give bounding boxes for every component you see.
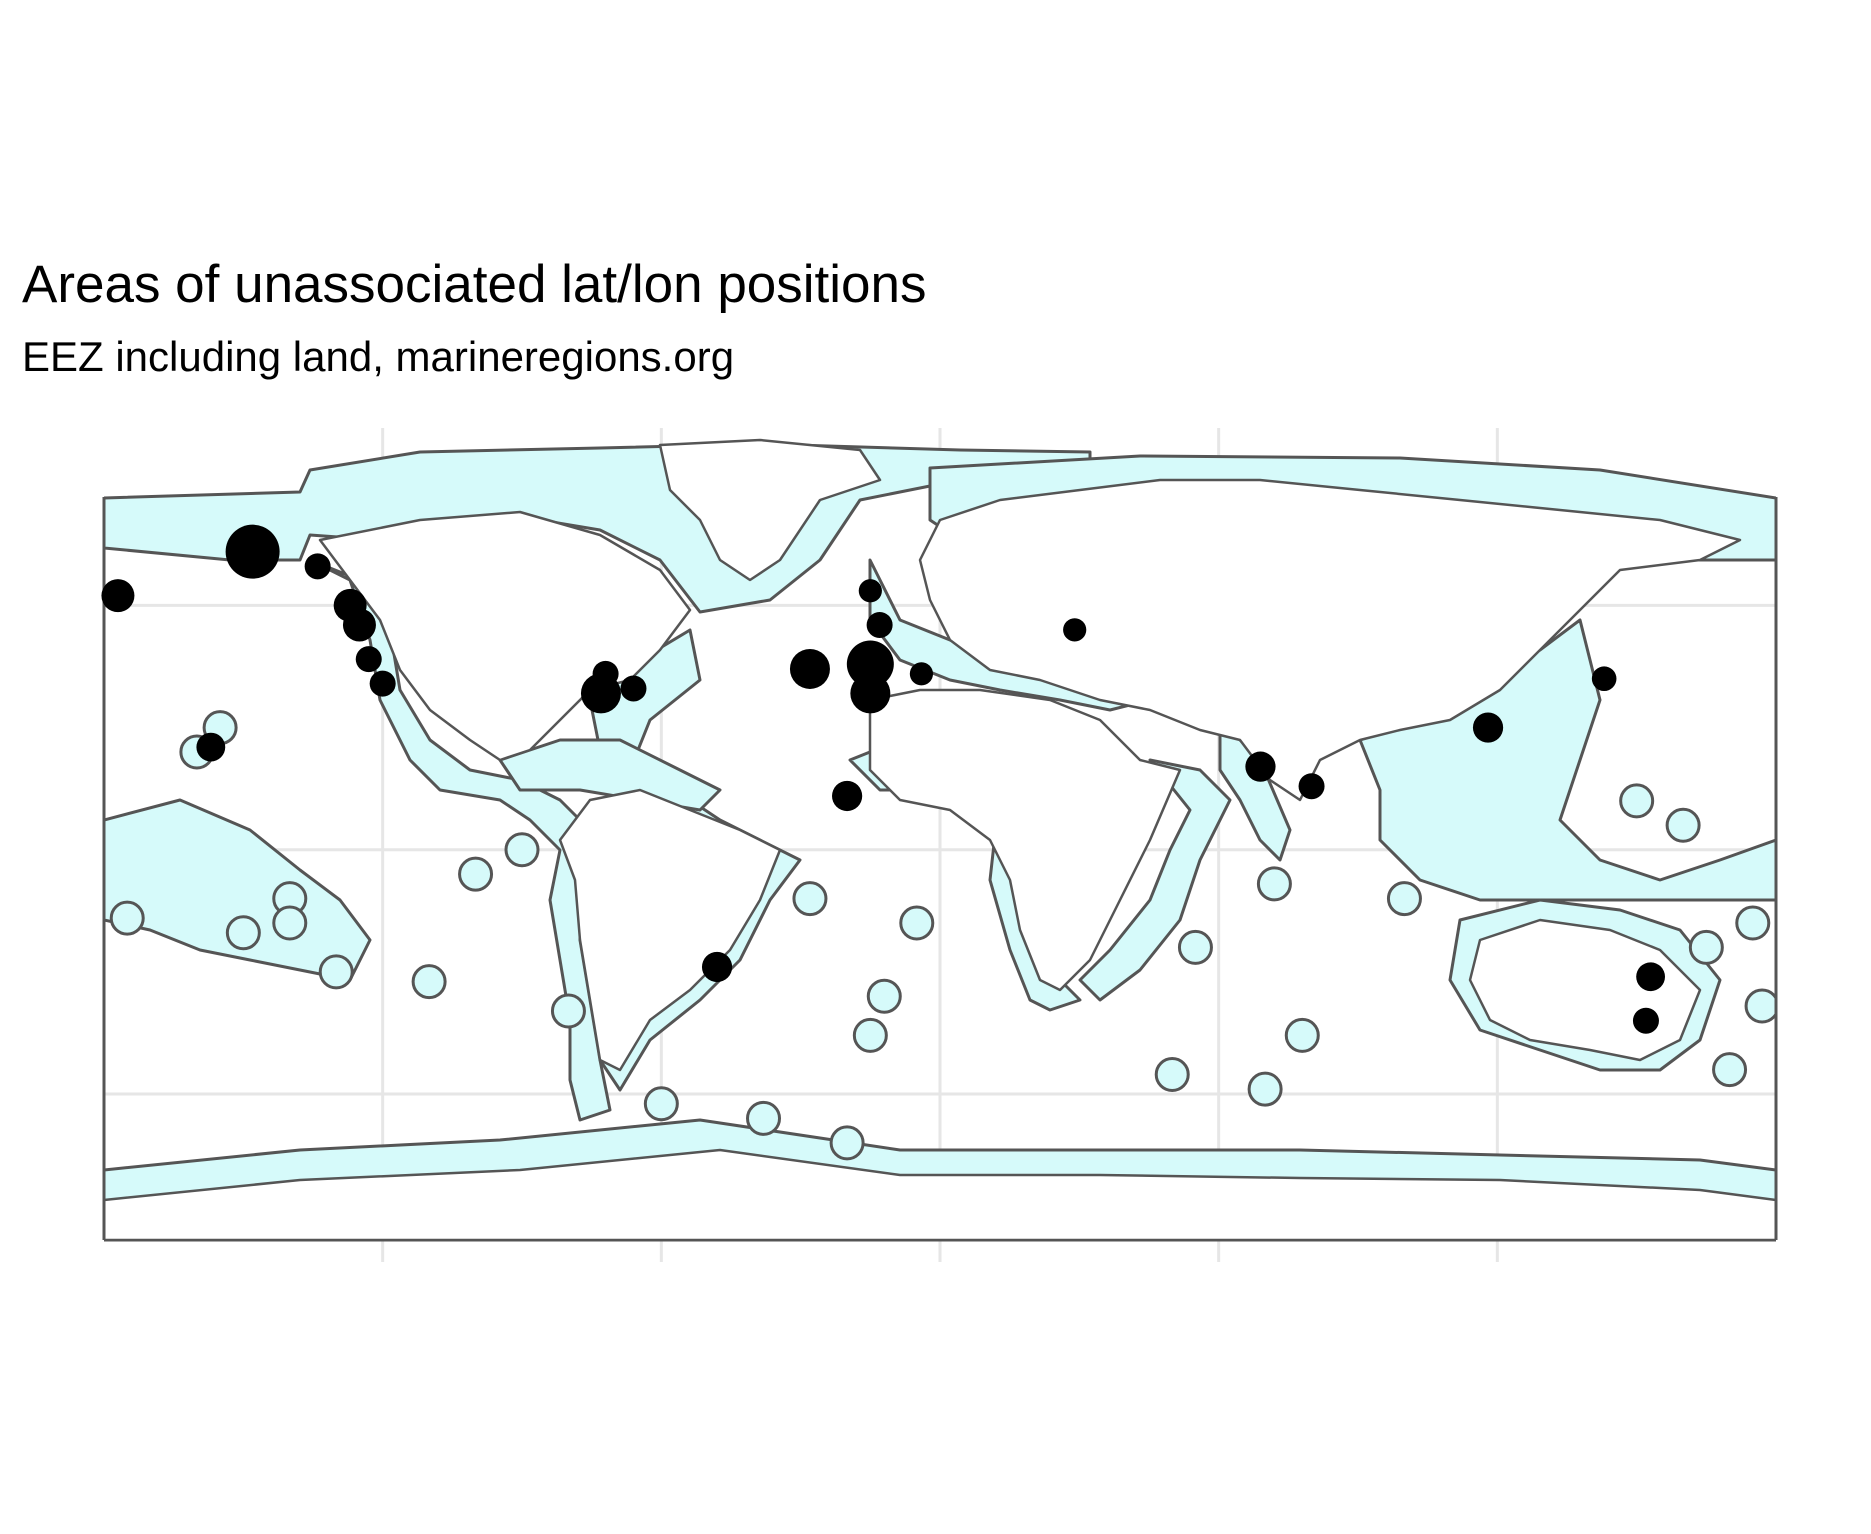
unassociated-position-point <box>1632 1007 1659 1034</box>
unassociated-position-point <box>620 675 647 702</box>
island-eez-ring <box>852 1017 888 1053</box>
island-eez-ring <box>109 900 145 936</box>
unassociated-position-point <box>850 673 891 714</box>
island-eez-ring <box>550 993 586 1029</box>
unassociated-position-point <box>1472 712 1504 743</box>
unassociated-position-point <box>342 608 376 642</box>
eez-americas-west <box>308 558 612 1122</box>
unassociated-position-point <box>1636 962 1665 992</box>
map-subtitle: EEZ including land, marineregions.org <box>22 333 735 380</box>
unassociated-position-point <box>1063 618 1087 642</box>
island-eez-ring <box>746 1100 782 1136</box>
unassociated-position-point <box>789 648 830 689</box>
island-eez-ring <box>272 905 308 941</box>
unassociated-position-point <box>858 579 882 603</box>
panel-frame <box>102 497 1778 1240</box>
land-eurasia <box>918 478 1742 802</box>
island-eez-ring <box>792 881 828 917</box>
island-eez-ring <box>643 1086 679 1122</box>
unassociated-position-point <box>1298 773 1325 800</box>
unassociated-position-point <box>701 951 733 983</box>
land-greenland <box>658 438 882 582</box>
unassociated-position-point <box>355 646 382 673</box>
island-eez-ring <box>318 954 354 990</box>
island-eez-ring <box>829 1125 865 1161</box>
unassociated-position-point <box>304 553 331 580</box>
island-eez-ring <box>225 915 261 951</box>
island-eez-ring <box>1744 988 1776 1024</box>
eez-island-rings <box>109 710 1776 1161</box>
land-africa <box>868 688 1182 992</box>
island-eez-ring <box>1665 807 1701 843</box>
land-north-america <box>318 510 692 762</box>
island-eez-ring <box>1386 881 1422 917</box>
island-eez-ring <box>1284 1017 1320 1053</box>
unassociated-position-point <box>592 660 619 687</box>
unassociated-position-point <box>846 640 894 688</box>
island-eez-ring <box>899 905 935 941</box>
island-eez-ring <box>1735 905 1771 941</box>
land-antarctica <box>104 1148 1776 1242</box>
map-title: Areas of unassociated lat/lon positions <box>22 255 927 314</box>
unassociated-points <box>101 524 1665 1034</box>
island-eez-ring <box>411 964 447 1000</box>
island-eez-ring <box>1154 1056 1190 1092</box>
island-eez-ring <box>1712 1052 1748 1088</box>
island-eez-ring <box>504 832 540 868</box>
island-eez-ring <box>1688 929 1724 965</box>
unassociated-position-point <box>909 662 934 686</box>
island-eez-ring <box>458 856 494 892</box>
unassociated-position-point <box>101 579 135 613</box>
eez-africa-east <box>1078 758 1232 1002</box>
unassociated-position-point <box>832 780 863 812</box>
eez-caribbean <box>498 738 722 812</box>
land-south-america <box>558 788 782 1072</box>
unassociated-position-point <box>866 611 893 638</box>
island-eez-ring <box>1247 1071 1283 1107</box>
unassociated-position-point <box>196 732 226 762</box>
unassociated-position-point <box>1591 666 1617 692</box>
island-eez-ring <box>866 978 902 1014</box>
island-eez-ring <box>1256 866 1292 902</box>
unassociated-position-point <box>1245 751 1276 782</box>
island-eez-ring <box>1177 929 1213 965</box>
unassociated-position-point <box>225 524 280 579</box>
eez-southeast-asia <box>1358 618 1776 902</box>
island-eez-ring <box>1619 783 1655 819</box>
unassociated-position-point <box>369 670 396 697</box>
eez-pacific-islands <box>104 798 372 982</box>
